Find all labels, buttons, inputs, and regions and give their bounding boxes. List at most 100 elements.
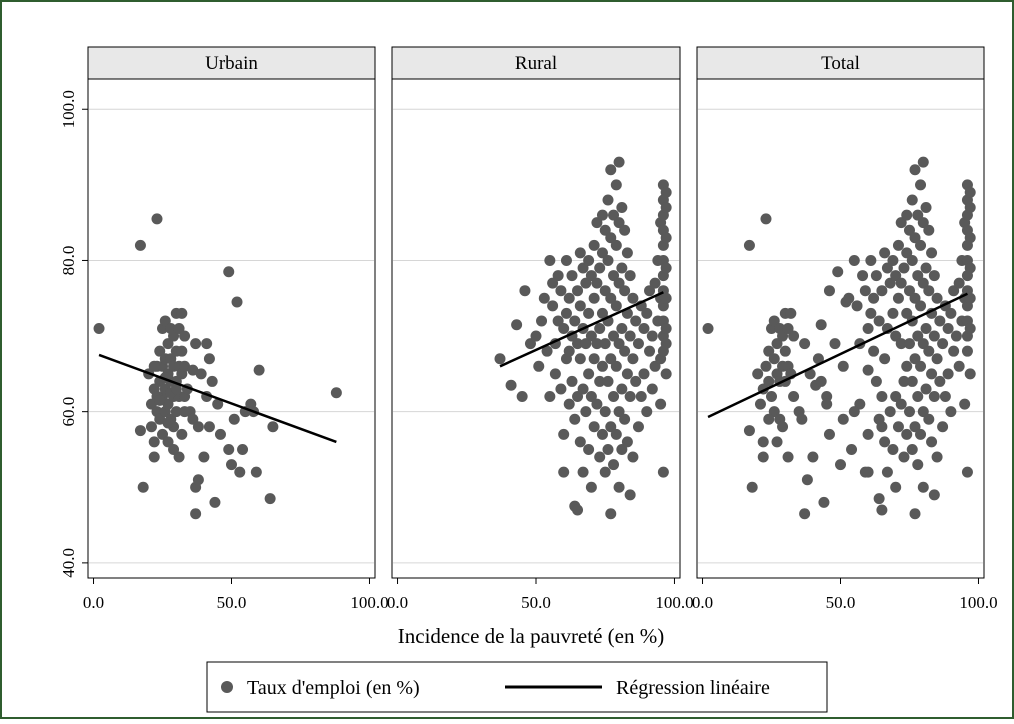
data-point	[228, 413, 240, 425]
data-point	[846, 443, 858, 455]
data-point	[588, 239, 600, 251]
panel-title: Urbain	[205, 53, 258, 74]
data-point	[859, 466, 871, 478]
data-point	[884, 277, 896, 289]
data-point	[566, 375, 578, 387]
data-point	[660, 292, 672, 304]
data-point	[588, 421, 600, 433]
data-point	[917, 338, 929, 350]
data-point	[187, 364, 199, 376]
data-point	[868, 292, 880, 304]
data-point	[591, 398, 603, 410]
data-point	[862, 428, 874, 440]
data-point	[777, 330, 789, 342]
data-point	[906, 443, 918, 455]
data-point	[552, 270, 564, 282]
data-point	[214, 428, 226, 440]
data-point	[234, 466, 246, 478]
data-point	[934, 315, 946, 327]
data-point	[198, 451, 210, 463]
data-point	[237, 443, 249, 455]
data-point	[660, 262, 672, 274]
data-point	[898, 451, 910, 463]
data-point	[881, 262, 893, 274]
data-point	[608, 391, 620, 403]
data-point	[948, 285, 960, 297]
data-point	[920, 262, 932, 274]
data-point	[173, 323, 185, 334]
panel-title: Total	[821, 53, 860, 74]
data-point	[591, 277, 603, 289]
data-point	[134, 425, 146, 437]
data-point	[868, 345, 880, 357]
data-point	[757, 451, 769, 463]
data-point	[865, 254, 877, 266]
data-point	[179, 330, 191, 342]
data-point	[644, 345, 656, 357]
data-point	[192, 474, 204, 486]
data-point	[574, 247, 586, 259]
data-point	[613, 481, 625, 493]
data-point	[796, 413, 808, 425]
data-point	[923, 224, 935, 236]
data-point	[151, 213, 163, 225]
data-point	[627, 353, 639, 365]
data-point	[777, 421, 789, 433]
x-tick-label: 100.0	[655, 593, 693, 612]
data-point	[760, 213, 772, 225]
panel-rural: Rural 0.0 50.0 100.0	[387, 46, 694, 612]
data-point	[898, 375, 910, 387]
data-point	[596, 307, 608, 319]
data-point	[901, 209, 913, 221]
x-tick-label: 50.0	[826, 593, 856, 612]
data-point	[599, 224, 611, 236]
regression-line	[499, 291, 664, 368]
data-point	[823, 428, 835, 440]
data-point	[928, 270, 940, 282]
data-point	[201, 338, 213, 350]
data-point	[599, 466, 611, 478]
data-point	[619, 285, 631, 297]
y-tick-label: 100.0	[59, 90, 78, 128]
data-point	[638, 323, 650, 334]
data-point	[134, 239, 146, 251]
data-point	[757, 436, 769, 448]
data-point	[812, 353, 824, 365]
data-point	[544, 391, 556, 403]
data-point	[879, 247, 891, 259]
data-point	[862, 323, 874, 334]
data-point	[931, 353, 943, 365]
x-tick-label: 50.0	[217, 593, 247, 612]
data-point	[632, 338, 644, 350]
data-point	[945, 406, 957, 418]
data-point	[931, 451, 943, 463]
x-tick-label: 100.0	[350, 593, 388, 612]
data-point	[912, 391, 924, 403]
data-point	[524, 338, 536, 350]
data-point	[145, 398, 157, 410]
data-point	[915, 179, 927, 191]
panel-strip	[87, 46, 376, 80]
data-point	[585, 391, 597, 403]
data-point	[763, 345, 775, 357]
data-point	[903, 338, 915, 350]
data-point	[876, 421, 888, 433]
data-point	[895, 338, 907, 350]
data-point	[588, 292, 600, 304]
data-point	[815, 319, 827, 331]
data-point	[906, 194, 918, 206]
data-point	[621, 436, 633, 448]
data-point	[231, 296, 243, 308]
x-tick-label: 50.0	[521, 593, 551, 612]
data-point	[533, 360, 545, 372]
data-point	[594, 375, 606, 387]
data-point	[547, 300, 559, 312]
data-point	[267, 421, 279, 433]
data-point	[574, 300, 586, 312]
data-point	[754, 398, 766, 410]
data-point	[511, 319, 523, 331]
data-point	[892, 292, 904, 304]
data-point	[923, 413, 935, 425]
data-point	[655, 398, 667, 410]
